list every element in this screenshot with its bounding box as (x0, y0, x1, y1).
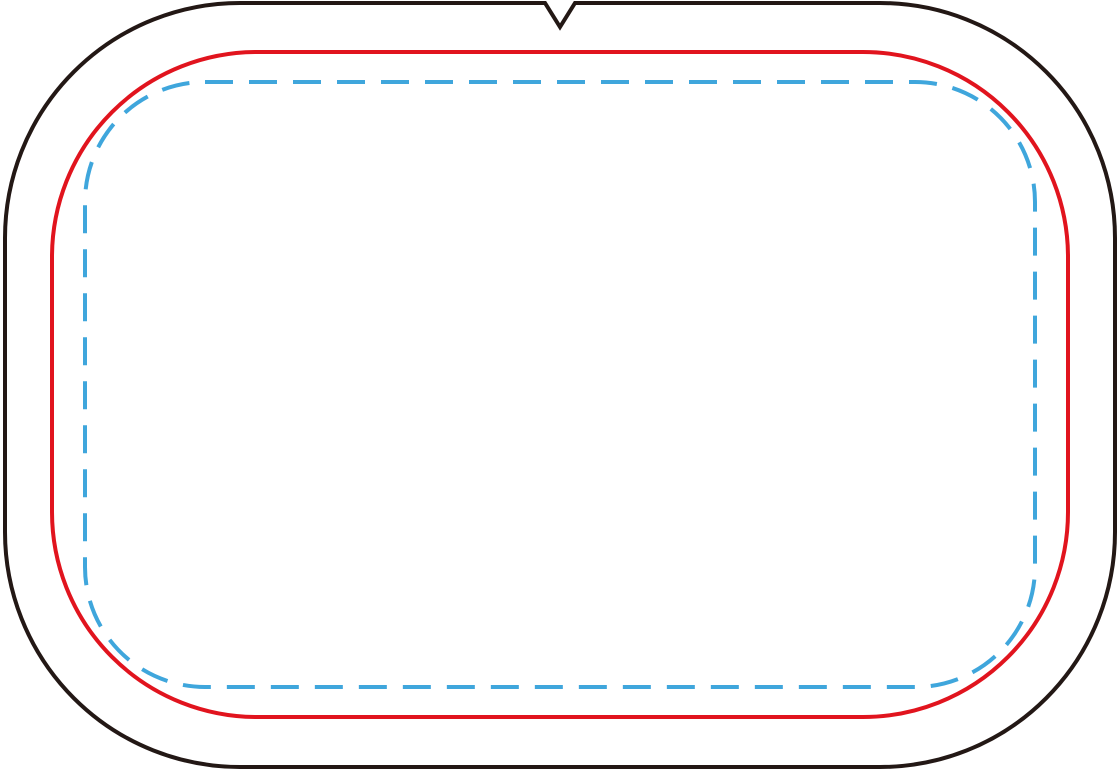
safe-area-line (83, 80, 1037, 689)
outer-bleed-outline (3, 1, 1117, 769)
cut-line (50, 50, 1070, 719)
